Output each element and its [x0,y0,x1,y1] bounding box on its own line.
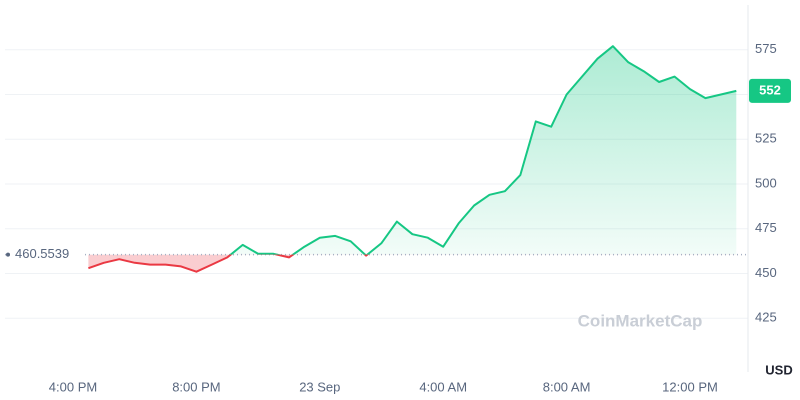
watermark: CoinMarketCap [578,311,703,330]
y-tick-label: 525 [755,131,777,146]
lines [5,45,748,273]
y-tick-label: 450 [755,265,777,280]
x-tick-label: 12:00 PM [662,379,718,394]
y-tick-label: 575 [755,41,777,56]
y-tick-label: 475 [755,220,777,235]
x-tick-label: 4:00 AM [419,379,467,394]
y-tick-label: 425 [755,310,777,325]
x-tick-label: 23 Sep [299,379,340,394]
x-tick-label: 4:00 PM [49,379,97,394]
price-tag [749,78,791,103]
area [88,46,737,272]
y-unit: USD [765,362,792,377]
area-up [230,46,737,255]
grid [5,5,749,372]
price-tag-label: 552 [759,82,781,97]
y-tick-label: 500 [755,175,777,190]
baseline-label: 460.5539 [15,246,69,261]
x-tick-label: 8:00 PM [172,379,220,394]
area-down [88,254,737,272]
baseline-label-bg [12,246,84,263]
x-tick-label: 8:00 AM [543,379,591,394]
price-line-down [88,254,369,273]
price-line-up [229,45,737,255]
baseline-dot [6,252,10,257]
